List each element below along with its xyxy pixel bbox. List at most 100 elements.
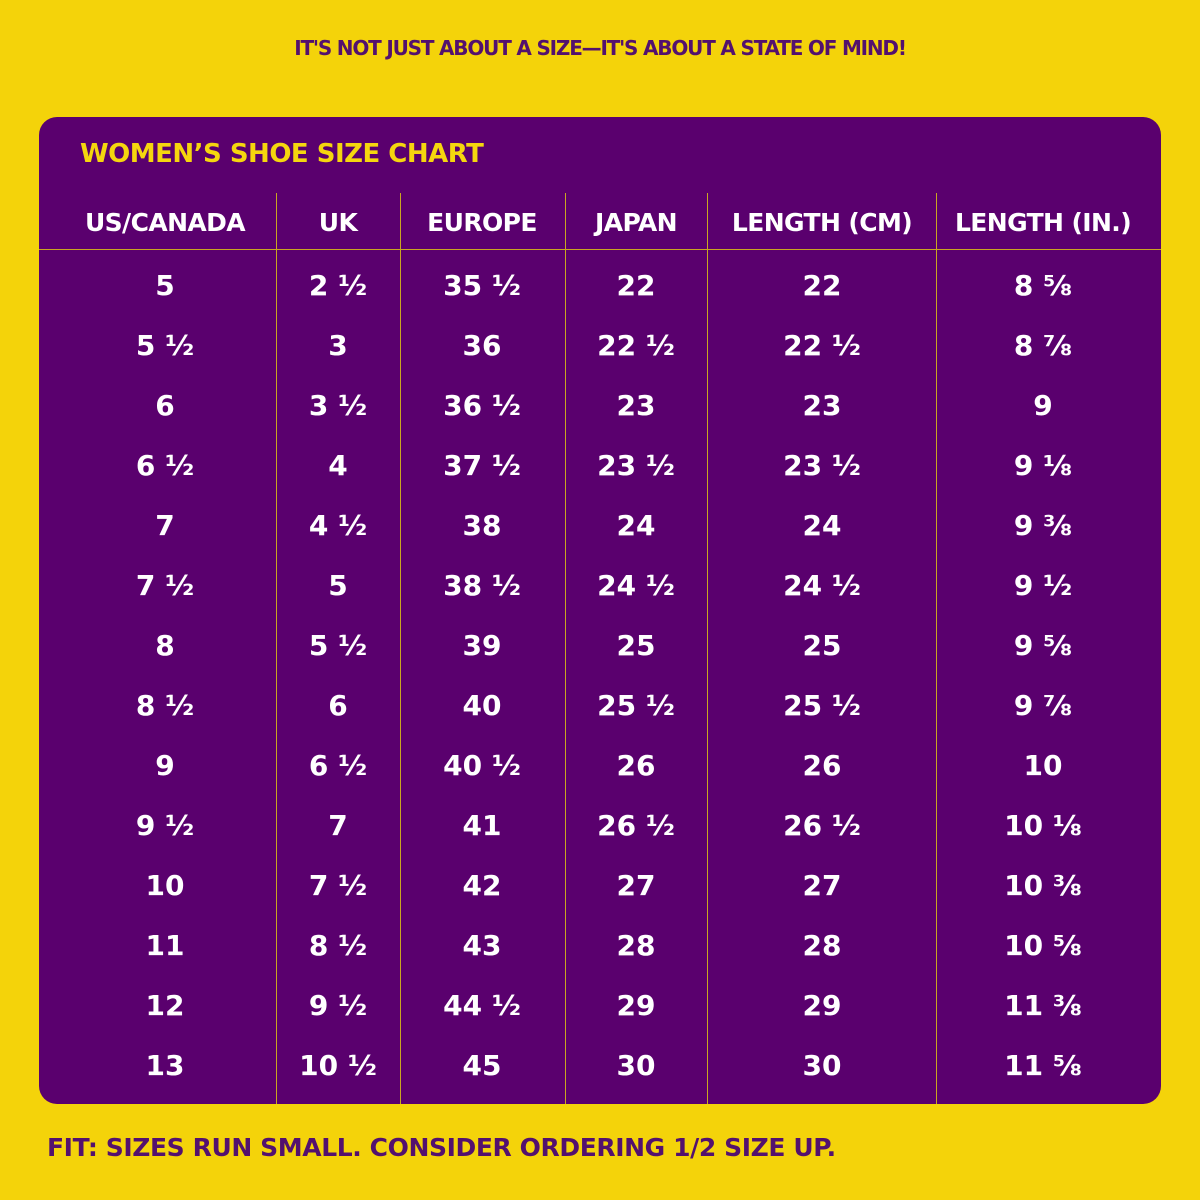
table-cell-length-cm: 24 ½: [783, 569, 861, 602]
table-cell-japan: 22 ½: [597, 329, 675, 362]
table-cell-japan: 27: [616, 869, 656, 902]
table-cell-europe: 42: [462, 869, 502, 902]
table-cell-europe: 35 ½: [443, 269, 521, 302]
table-cell-length-cm: 24: [802, 509, 842, 542]
table-cell-europe: 36: [462, 329, 502, 362]
column-header-japan: JAPAN: [595, 208, 678, 237]
column-divider: [400, 193, 401, 1104]
table-cell-uk: 7 ½: [308, 869, 368, 902]
table-cell-length-cm: 23: [802, 389, 842, 422]
table-cell-length-in: 9: [1033, 389, 1053, 422]
table-cell-us-canada: 11: [145, 929, 185, 962]
table-cell-japan: 25 ½: [597, 689, 675, 722]
table-cell-uk: 10 ½: [299, 1049, 377, 1082]
table-cell-length-in: 10: [1023, 749, 1063, 782]
table-cell-europe: 43: [462, 929, 502, 962]
table-cell-europe: 44 ½: [443, 989, 521, 1022]
table-cell-us-canada: 5: [155, 269, 175, 302]
table-cell-europe: 38 ½: [443, 569, 521, 602]
table-cell-length-in: 11 ⅝: [1004, 1049, 1082, 1082]
table-cell-europe: 45: [462, 1049, 502, 1082]
table-cell-us-canada: 6 ½: [135, 449, 195, 482]
table-cell-us-canada: 10: [145, 869, 185, 902]
table-cell-us-canada: 13: [145, 1049, 185, 1082]
table-cell-uk: 8 ½: [308, 929, 368, 962]
table-cell-length-in: 10 ⅛: [1004, 809, 1082, 842]
table-cell-uk: 7: [328, 809, 348, 842]
column-header-uk: UK: [318, 208, 358, 237]
table-cell-length-cm: 25 ½: [783, 689, 861, 722]
size-chart-card: WOMEN’S SHOE SIZE CHART US/CANADA UK EUROP…: [39, 117, 1161, 1104]
table-cell-japan: 23 ½: [597, 449, 675, 482]
table-cell-length-cm: 23 ½: [783, 449, 861, 482]
table-cell-length-cm: 26: [802, 749, 842, 782]
table-cell-europe: 40: [462, 689, 502, 722]
table-cell-japan: 26 ½: [597, 809, 675, 842]
table-cell-length-in: 10 ⅜: [1004, 869, 1082, 902]
table-cell-uk: 5 ½: [308, 629, 368, 662]
table-cell-uk: 9 ½: [308, 989, 368, 1022]
table-cell-uk: 3 ½: [308, 389, 368, 422]
table-cell-length-in: 11 ⅜: [1004, 989, 1082, 1022]
table-cell-us-canada: 7: [155, 509, 175, 542]
table-cell-length-in: 10 ⅝: [1004, 929, 1082, 962]
table-cell-japan: 28: [616, 929, 656, 962]
table-cell-uk: 4 ½: [308, 509, 368, 542]
table-cell-us-canada: 7 ½: [135, 569, 195, 602]
table-cell-length-cm: 28: [802, 929, 842, 962]
table-cell-length-cm: 22: [802, 269, 842, 302]
table-cell-uk: 4: [328, 449, 348, 482]
table-cell-length-in: 8 ⅝: [1013, 269, 1073, 302]
table-cell-japan: 29: [616, 989, 656, 1022]
table-cell-japan: 24: [616, 509, 656, 542]
table-cell-europe: 37 ½: [443, 449, 521, 482]
table-cell-us-canada: 6: [155, 389, 175, 422]
column-header-length-in: LENGTH (IN.): [954, 208, 1132, 237]
table-cell-europe: 36 ½: [443, 389, 521, 422]
table-cell-japan: 26: [616, 749, 656, 782]
table-cell-europe: 38: [462, 509, 502, 542]
table-cell-us-canada: 8: [155, 629, 175, 662]
table-cell-us-canada: 9 ½: [135, 809, 195, 842]
table-cell-length-cm: 22 ½: [783, 329, 861, 362]
table-cell-japan: 24 ½: [597, 569, 675, 602]
table-cell-uk: 6 ½: [308, 749, 368, 782]
column-header-us-canada: US/CANADA: [84, 208, 246, 237]
table-cell-length-in: 9 ½: [1013, 569, 1073, 602]
table-cell-us-canada: 9: [155, 749, 175, 782]
table-cell-uk: 6: [328, 689, 348, 722]
page-headline: IT'S NOT JUST ABOUT A SIZE—IT'S ABOUT A …: [294, 36, 907, 60]
table-cell-length-in: 9 ⅝: [1013, 629, 1073, 662]
table-cell-us-canada: 12: [145, 989, 185, 1022]
table-cell-length-in: 9 ⅛: [1013, 449, 1073, 482]
column-divider: [565, 193, 566, 1104]
table-cell-length-cm: 25: [802, 629, 842, 662]
table-cell-length-cm: 26 ½: [783, 809, 861, 842]
table-cell-japan: 30: [616, 1049, 656, 1082]
table-cell-length-cm: 27: [802, 869, 842, 902]
table-cell-us-canada: 8 ½: [135, 689, 195, 722]
column-header-length-cm: LENGTH (CM): [731, 208, 913, 237]
table-cell-length-in: 8 ⅞: [1013, 329, 1073, 362]
column-divider: [936, 193, 937, 1104]
table-cell-length-in: 9 ⅜: [1013, 509, 1073, 542]
table-cell-length-cm: 30: [802, 1049, 842, 1082]
table-cell-uk: 5: [328, 569, 348, 602]
column-header-europe: EUROPE: [427, 208, 537, 237]
table-cell-europe: 40 ½: [443, 749, 521, 782]
table-cell-japan: 22: [616, 269, 656, 302]
column-divider: [707, 193, 708, 1104]
fit-note: FIT: SIZES RUN SMALL. CONSIDER ORDERING …: [47, 1133, 836, 1162]
table-cell-japan: 25: [616, 629, 656, 662]
table-cell-length-cm: 29: [802, 989, 842, 1022]
table-cell-europe: 41: [462, 809, 502, 842]
table-cell-japan: 23: [616, 389, 656, 422]
column-divider: [276, 193, 277, 1104]
table-cell-length-in: 9 ⅞: [1013, 689, 1073, 722]
table-cell-europe: 39: [462, 629, 502, 662]
table-cell-uk: 3: [328, 329, 348, 362]
size-chart-title: WOMEN’S SHOE SIZE CHART: [80, 139, 484, 169]
header-divider: [39, 249, 1161, 250]
table-cell-us-canada: 5 ½: [135, 329, 195, 362]
table-cell-uk: 2 ½: [308, 269, 368, 302]
